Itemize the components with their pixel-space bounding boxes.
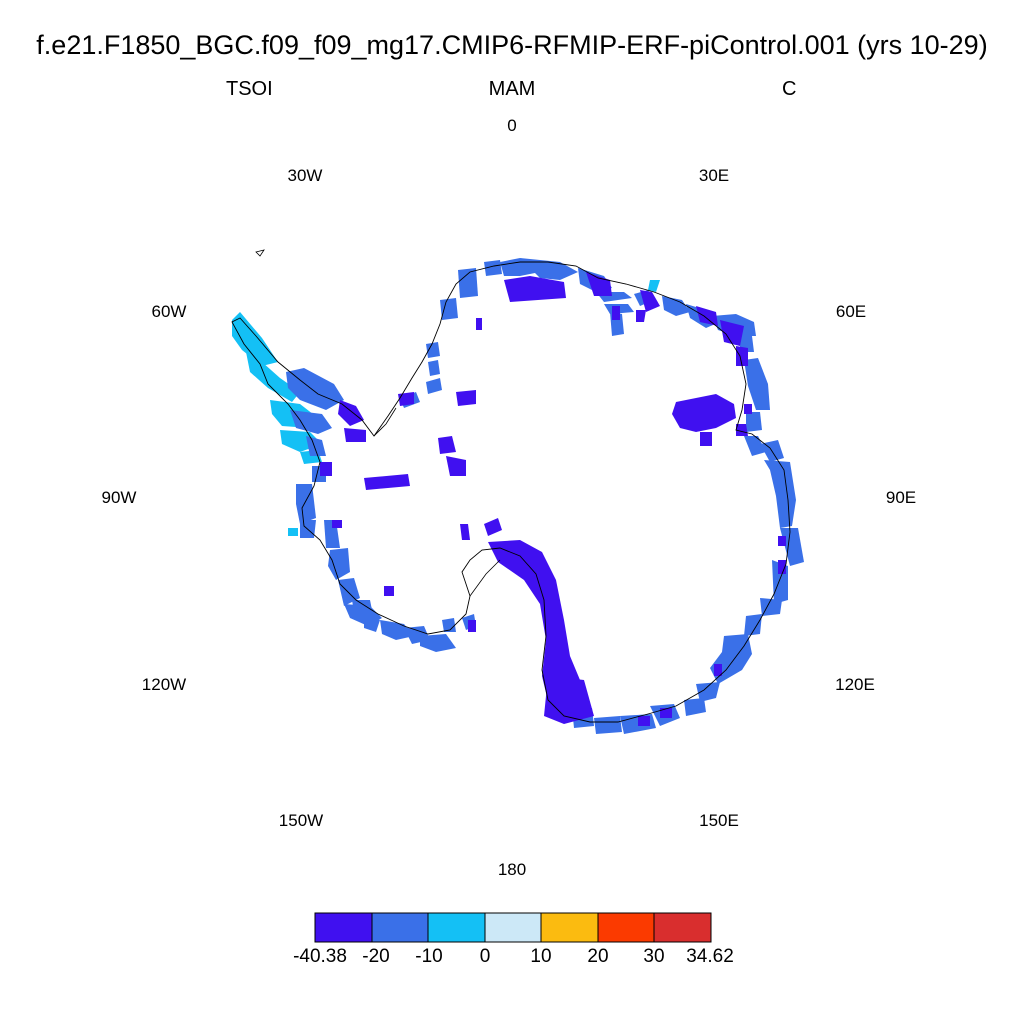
colorbar-label: -20 (362, 946, 390, 967)
lon-label-30e: 30E (698, 166, 730, 185)
lon-label-30w: 30W (287, 166, 323, 185)
lon-label-0: 0 (507, 116, 517, 135)
lon-label-60e: 60E (835, 302, 867, 321)
colorbar-box-6 (597, 912, 655, 943)
colorbar-box-5 (540, 912, 599, 943)
lon-label-120e: 120E (835, 675, 875, 694)
antarctica-coastline (231, 261, 791, 723)
colorbar-box-3 (427, 912, 486, 943)
colorbar (314, 912, 712, 943)
lon-label-60w: 60W (151, 302, 187, 321)
colorbar-box-2 (371, 912, 429, 943)
colorbar-label: 20 (587, 946, 609, 967)
lon-label-120w: 120W (141, 675, 187, 694)
plot-title: f.e21.F1850_BGC.f09_f09_mg17.CMIP6-RFMIP… (36, 30, 988, 60)
lon-label-150e: 150E (699, 811, 739, 830)
colorbar-label: -10 (415, 946, 443, 967)
season-label: MAM (488, 78, 536, 100)
south-shetland-islands (255, 249, 265, 257)
lon-label-180: 180 (497, 860, 527, 879)
colorbar-box-1 (314, 912, 373, 943)
colorbar-label: 30 (643, 946, 665, 967)
colorbar-label: 0 (479, 946, 491, 967)
variable-label: TSOI (226, 78, 273, 100)
lon-label-90w: 90W (101, 488, 137, 507)
ross-ice-shelf-edge (469, 559, 501, 597)
lon-label-150w: 150W (278, 811, 324, 830)
colorbar-box-4 (484, 912, 542, 943)
colorbar-box-7 (653, 912, 712, 943)
colorbar-label-max: 34.62 (686, 946, 734, 967)
colorbar-label-min: -40.38 (293, 946, 347, 967)
lon-label-90e: 90E (885, 488, 917, 507)
units-label: C (782, 78, 797, 100)
ronne-ice-shelf-edge (373, 407, 397, 437)
colorbar-label: 10 (530, 946, 552, 967)
data-cells (232, 258, 804, 734)
